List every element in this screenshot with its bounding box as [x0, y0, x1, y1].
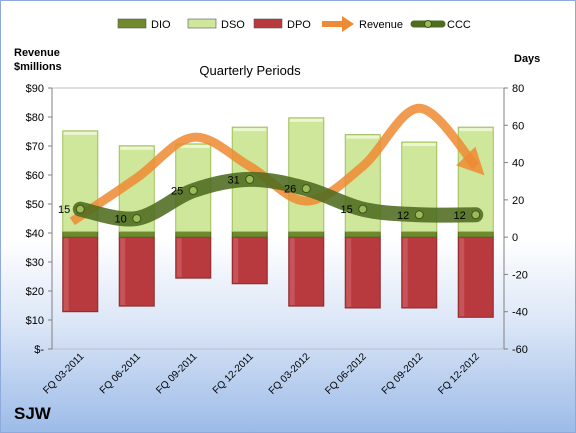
company-label: SJW	[14, 404, 52, 423]
right-axis-title: Days	[514, 53, 540, 65]
ccc-data-label: 12	[397, 210, 409, 222]
bar-dio	[175, 231, 212, 238]
bar-dso-highlight	[176, 144, 210, 148]
bar-dso-highlight	[402, 143, 436, 147]
bar-dio	[401, 231, 438, 238]
legend-swatch	[117, 18, 147, 29]
ccc-data-label: 25	[171, 186, 183, 198]
bar-dso-highlight	[459, 128, 493, 132]
plot-area: $- $10 $20 $30 $40 $50 $60 $70 $80 $90 -60 -40 -20 0 2…	[26, 83, 528, 397]
right-axis-tick-label: 80	[512, 83, 524, 95]
right-axis-tick-label: 20	[512, 195, 524, 207]
left-axis-title-line1: Revenue	[14, 47, 60, 59]
left-axis-title-line2: $millions	[14, 61, 62, 73]
bar-dso	[288, 117, 325, 233]
bar-dpo-highlight	[289, 238, 295, 306]
left-axis-tick-label: $70	[26, 141, 44, 153]
category-label: FQ 06-2011	[98, 351, 143, 396]
legend-arrow-head	[342, 16, 354, 32]
legend-item: CCC	[410, 19, 471, 31]
ccc-marker	[414, 210, 424, 220]
legend-label: Revenue	[359, 19, 403, 31]
ccc-marker	[188, 186, 198, 196]
legend-item: DIO	[117, 18, 171, 31]
category-label: FQ 03-2011	[41, 351, 86, 396]
legend-swatch	[187, 18, 217, 29]
right-axis-tick-label: -20	[512, 269, 528, 281]
category-label: FQ 09-2012	[380, 351, 426, 397]
bar-dso-highlight	[63, 131, 97, 135]
category-label: FQ 09-2011	[154, 351, 199, 396]
bar-dpo-highlight	[233, 238, 239, 283]
chart-title: Quarterly Periods	[199, 63, 301, 78]
legend-label: DPO	[287, 19, 311, 31]
legend-marker	[424, 20, 432, 28]
bar-dso-highlight	[233, 128, 267, 132]
legend-item: DPO	[253, 18, 311, 31]
legend-swatch	[253, 18, 283, 29]
revenue-arrow	[69, 103, 485, 226]
legend-item: Revenue	[322, 16, 403, 32]
legend-label: DIO	[151, 19, 171, 31]
left-axis-tick-label: $50	[26, 199, 44, 211]
category-label: FQ 06-2012	[323, 351, 369, 397]
ccc-data-label: 15	[58, 204, 70, 216]
ccc-data-label: 10	[115, 214, 127, 226]
bar-dso-highlight	[346, 135, 380, 139]
left-axis-tick-label: $10	[26, 315, 44, 327]
ccc-marker	[358, 204, 368, 214]
right-axis-tick-label: 60	[512, 120, 524, 132]
left-axis-tick-label: $20	[26, 286, 44, 298]
ccc-data-label: 31	[228, 174, 240, 186]
legend-item: DSO	[187, 18, 245, 31]
bar-dpo-highlight	[63, 238, 69, 311]
left-axis-tick-label: $80	[26, 112, 44, 124]
ccc-data-label: 26	[284, 184, 296, 196]
bar-dio	[231, 231, 268, 238]
ccc-marker	[75, 204, 85, 214]
bar-dpo-highlight	[176, 238, 182, 278]
bar-dpo-highlight	[120, 238, 126, 306]
right-axis-tick-label: -40	[512, 307, 528, 319]
ccc-data-label: 15	[341, 204, 353, 216]
bar-dio	[62, 231, 99, 238]
bar-dio	[288, 231, 325, 238]
right-axis-tick-label: 40	[512, 158, 524, 170]
legend-label: CCC	[447, 19, 471, 31]
left-axis-tick-label: $90	[26, 83, 44, 95]
bar-dio	[457, 231, 494, 238]
legend-label: DSO	[221, 19, 245, 31]
left-axis-tick-label: $60	[26, 170, 44, 182]
right-axis-tick-label: 0	[512, 232, 518, 244]
bar-dpo-highlight	[459, 238, 465, 317]
bar-dpo-highlight	[402, 238, 408, 307]
ccc-marker	[245, 174, 255, 184]
ccc-marker	[132, 214, 142, 223]
bar-dso-highlight	[289, 118, 323, 122]
category-label: FQ 12-2011	[211, 351, 256, 396]
bar-dio	[118, 231, 155, 238]
left-axis-tick-label: $40	[26, 228, 44, 240]
ccc-marker	[301, 184, 311, 194]
bar-dso-highlight	[120, 146, 154, 150]
category-label: FQ 12-2012	[436, 351, 482, 397]
bar-dpo-highlight	[346, 238, 352, 307]
category-label: FQ 03-2012	[267, 351, 313, 397]
ccc-line	[72, 171, 484, 227]
left-axis-tick-label: $30	[26, 257, 44, 269]
left-axis-tick-label: $-	[34, 344, 44, 356]
right-axis-tick-label: -60	[512, 344, 528, 356]
legend: DIO DSO DPO Revenue CCC	[117, 16, 471, 32]
bar-dio	[344, 231, 381, 238]
ccc-marker	[471, 210, 481, 220]
ccc-data-label: 12	[454, 210, 466, 222]
